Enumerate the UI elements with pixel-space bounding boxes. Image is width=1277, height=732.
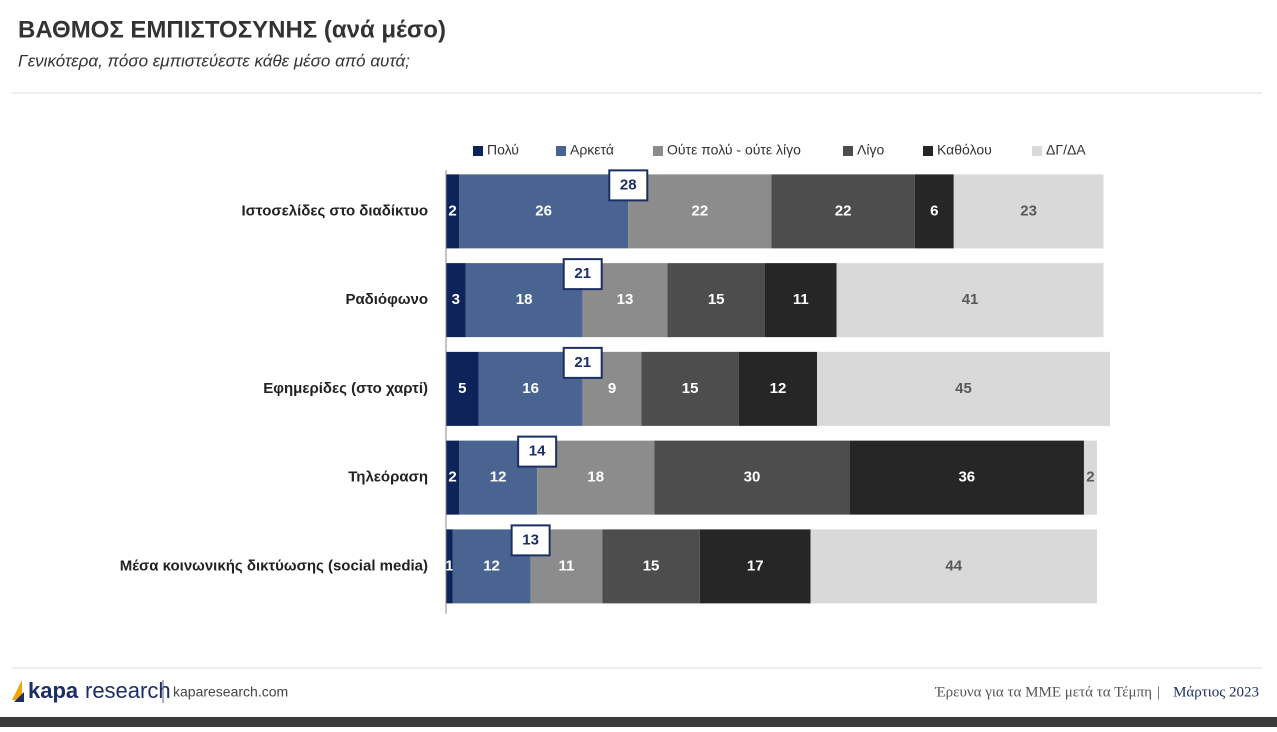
value-label: 2 — [448, 469, 456, 486]
value-label: 11 — [793, 291, 809, 308]
bar-segment — [738, 351, 818, 426]
value-label: 22 — [835, 202, 852, 219]
survey-name: Έρευνα για τα ΜΜΕ μετά τα Τέμπη — [934, 684, 1152, 700]
value-label: 13 — [617, 291, 634, 308]
callout-label: 28 — [620, 176, 637, 193]
legend-swatch — [556, 146, 566, 156]
legend-label: ΔΓ/ΔΑ — [1046, 142, 1086, 158]
value-label: 16 — [522, 380, 539, 397]
value-label: 22 — [692, 202, 709, 219]
bar-segment — [914, 174, 954, 249]
logo-icon-part — [14, 692, 24, 702]
value-label: 17 — [747, 557, 764, 574]
value-label: 15 — [708, 291, 725, 308]
logo-icon — [12, 680, 22, 700]
value-label: 3 — [452, 291, 460, 308]
value-label: 1 — [445, 557, 453, 574]
legend-label: Ούτε πολύ - ούτε λίγο — [667, 142, 801, 158]
value-label: 45 — [955, 380, 972, 397]
bar-segment — [817, 351, 1110, 426]
value-label: 26 — [535, 202, 552, 219]
value-label: 12 — [490, 469, 507, 486]
value-label: 36 — [958, 469, 975, 486]
survey-date: Μάρτιος 2023 — [1173, 684, 1259, 700]
value-label: 11 — [559, 557, 575, 574]
category-label: Ιστοσελίδες στο διαδίκτυο — [241, 202, 428, 219]
bar-segment — [446, 529, 453, 604]
bar-segment — [771, 174, 915, 249]
legend-label: Λίγο — [857, 142, 884, 158]
legend-label: Καθόλου — [937, 142, 992, 158]
legend-swatch — [1032, 146, 1042, 156]
legend-swatch — [923, 146, 933, 156]
value-label: 30 — [744, 469, 761, 486]
legend-swatch — [653, 146, 663, 156]
value-label: 12 — [483, 557, 500, 574]
legend-label: Αρκετά — [570, 142, 614, 158]
callout-label: 14 — [529, 443, 546, 460]
legend-label: Πολύ — [487, 142, 519, 158]
bar-segment — [446, 174, 460, 249]
bar-segment — [836, 263, 1104, 338]
bar-segment — [641, 351, 739, 426]
value-label: 44 — [945, 557, 962, 574]
website: kaparesearch.com — [173, 684, 288, 700]
bar-segment — [667, 263, 765, 338]
callout-label: 21 — [574, 354, 591, 371]
chart-subtitle: Γενικότερα, πόσο εμπιστεύεστε κάθε μέσο … — [18, 51, 410, 70]
bar-segment — [628, 174, 772, 249]
category-label: Εφημερίδες (στο χαρτί) — [263, 380, 428, 397]
bar-segment — [1083, 440, 1097, 515]
value-label: 5 — [458, 380, 466, 397]
bar-segment — [459, 174, 629, 249]
legend-swatch — [843, 146, 853, 156]
value-label: 9 — [608, 380, 616, 397]
bar-segment — [699, 529, 811, 604]
value-label: 2 — [448, 202, 456, 219]
bar-segment — [446, 351, 479, 426]
callout-box — [562, 258, 603, 291]
category-label: Ραδιόφωνο — [345, 291, 428, 308]
value-label: 15 — [643, 557, 660, 574]
bar-segment — [446, 263, 466, 338]
value-label: 41 — [962, 291, 979, 308]
bar-segment — [446, 440, 460, 515]
value-label: 18 — [516, 291, 533, 308]
callout-box — [562, 346, 603, 379]
bar-segment — [764, 263, 837, 338]
callout-box — [517, 435, 558, 468]
callout-box — [608, 169, 649, 202]
callout-box — [510, 524, 551, 557]
bar-segment — [602, 529, 700, 604]
bottom-bar — [0, 717, 1277, 727]
callout-label: 21 — [574, 265, 591, 282]
value-label: 18 — [587, 469, 604, 486]
category-label: Μέσα κοινωνικής δικτύωσης (social media) — [120, 557, 428, 574]
value-label: 6 — [930, 202, 938, 219]
callout-label: 13 — [522, 531, 539, 548]
logo-bold: kapa — [28, 678, 79, 703]
value-label: 23 — [1020, 202, 1037, 219]
value-label: 2 — [1086, 469, 1094, 486]
bar-segment — [953, 174, 1104, 249]
logo-light: research — [85, 678, 171, 703]
category-label: Τηλεόραση — [348, 469, 428, 486]
bar-segment — [810, 529, 1097, 604]
chart-title: ΒΑΘΜΟΣ ΕΜΠΙΣΤΟΣΥΝΗΣ (ανά μέσο) — [18, 16, 446, 43]
bar-segment — [849, 440, 1084, 515]
value-label: 12 — [770, 380, 787, 397]
value-label: 15 — [682, 380, 699, 397]
legend-swatch — [473, 146, 483, 156]
pipe: | — [1157, 684, 1160, 700]
bar-segment — [654, 440, 850, 515]
